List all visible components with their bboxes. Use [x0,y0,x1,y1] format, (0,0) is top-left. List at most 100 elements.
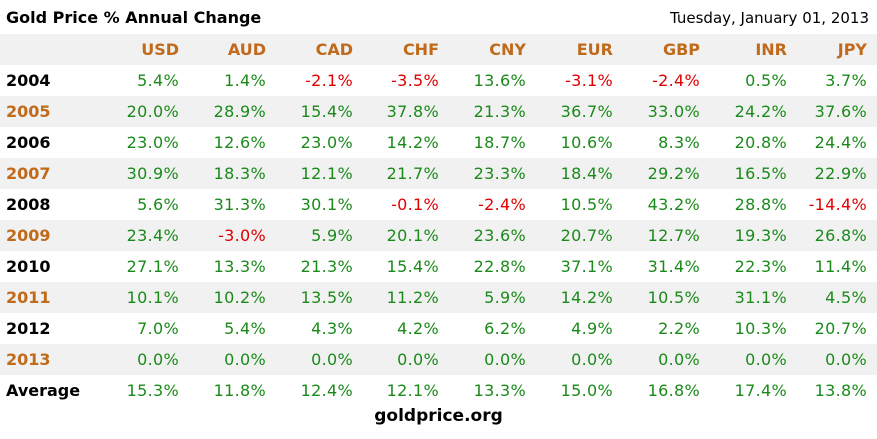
table-row: 2006 23.0% 12.6% 23.0% 14.2% 18.7% 10.6% 8.3% 20… [0,127,877,158]
table-cell: 13.3% [473,381,526,400]
table-cell: 24.4% [814,133,867,152]
table-cell: 13.6% [473,71,526,90]
table-cell: 31.4% [647,257,700,276]
table-cell: 10.1% [126,288,179,307]
table-cell: 21.7% [386,164,439,183]
table-cell: 22.8% [473,257,526,276]
table-cell: 23.6% [473,226,526,245]
table-cell: 20.8% [734,133,787,152]
column-header-eur: EUR [576,40,613,59]
table-cell: 7.0% [137,319,179,338]
table-row: 2004 5.4% 1.4% -2.1% -3.5% 13.6% -3.1% -2.4% 0.5… [0,65,877,96]
table-cell: 10.5% [647,288,700,307]
table-row: 2013 0.0% 0.0% 0.0% 0.0% 0.0% 0.0% 0.0% 0.0% 0.0% [0,344,877,375]
table-cell: 10.2% [213,288,266,307]
table-cell: 4.5% [825,288,867,307]
table-cell: 19.3% [734,226,787,245]
table-cell: 18.4% [560,164,613,183]
row-label: 2007 [6,164,51,183]
table-cell: 16.5% [734,164,787,183]
table-cell: 29.2% [647,164,700,183]
row-label: 2009 [6,226,51,245]
row-label: 2012 [6,319,51,338]
table-cell: 23.4% [126,226,179,245]
row-label: 2013 [6,350,51,369]
table-cell: 37.6% [814,102,867,121]
table-cell: 36.7% [560,102,613,121]
table-cell: 0.0% [571,350,613,369]
table-cell: -14.4% [808,195,867,214]
table-cell: 0.0% [311,350,353,369]
row-label: 2011 [6,288,51,307]
table-cell: -2.1% [305,71,353,90]
table-title: Gold Price % Annual Change [6,8,262,27]
header-bar: Gold Price % Annual Change Tuesday, Janu… [0,0,877,34]
table-cell: 10.3% [734,319,787,338]
table-cell: 30.1% [300,195,353,214]
table-cell: 12.7% [647,226,700,245]
table-cell: 16.8% [647,381,700,400]
column-header-aud: AUD [227,40,266,59]
row-label: 2010 [6,257,51,276]
table-cell: 12.4% [300,381,353,400]
table-cell: -3.5% [391,71,439,90]
column-header-gbp: GBP [662,40,700,59]
table-cell: 0.5% [745,71,787,90]
table-cell: 12.1% [300,164,353,183]
average-row: Average 15.3% 11.8% 12.4% 12.1% 13.3% 15.0% 16.… [0,375,877,406]
row-label: 2005 [6,102,51,121]
table-cell: 27.1% [126,257,179,276]
table-row: 2012 7.0% 5.4% 4.3% 4.2% 6.2% 4.9% 2.2% 10.3% 20.… [0,313,877,344]
row-label: 2004 [6,71,51,90]
table-cell: 14.2% [560,288,613,307]
table-cell: 21.3% [473,102,526,121]
row-label: 2008 [6,195,51,214]
table-cell: 10.5% [560,195,613,214]
table-cell: 3.7% [825,71,867,90]
table-cell: 2.2% [658,319,700,338]
table-cell: 15.4% [300,102,353,121]
table-cell: 26.8% [814,226,867,245]
table-cell: 6.2% [484,319,526,338]
table-cell: 15.0% [560,381,613,400]
table-cell: 18.3% [213,164,266,183]
table-cell: 8.3% [658,133,700,152]
table-row: 2009 23.4% -3.0% 5.9% 20.1% 23.6% 20.7% 12.7% 19… [0,220,877,251]
table-cell: 22.9% [814,164,867,183]
table-cell: 17.4% [734,381,787,400]
table-cell: 14.2% [386,133,439,152]
table-cell: 0.0% [825,350,867,369]
table-cell: 37.8% [386,102,439,121]
table-cell: 28.8% [734,195,787,214]
table-cell: 20.7% [814,319,867,338]
table-cell: 20.7% [560,226,613,245]
date-label: Tuesday, January 01, 2013 [670,9,869,27]
table-cell: 4.3% [311,319,353,338]
table-cell: 30.9% [126,164,179,183]
column-header-jpy: JPY [837,40,867,59]
table-row: 2008 5.6% 31.3% 30.1% -0.1% -2.4% 10.5% 43.2% 28… [0,189,877,220]
table-cell: 11.4% [814,257,867,276]
table-cell: 23.0% [126,133,179,152]
table-cell: 37.1% [560,257,613,276]
table-cell: 13.5% [300,288,353,307]
table-cell: 33.0% [647,102,700,121]
table-cell: 22.3% [734,257,787,276]
table-cell: 5.4% [224,319,266,338]
source-label: goldprice.org [374,406,503,426]
table-cell: 23.3% [473,164,526,183]
corner-cell [0,34,100,65]
table-cell: 4.2% [397,319,439,338]
table-cell: 1.4% [224,71,266,90]
row-label: 2006 [6,133,51,152]
table-cell: 0.0% [658,350,700,369]
table-cell: 0.0% [224,350,266,369]
table-cell: 5.4% [137,71,179,90]
table-cell: 15.3% [126,381,179,400]
table-cell: 43.2% [647,195,700,214]
table-cell: -2.4% [652,71,700,90]
table-cell: 12.1% [386,381,439,400]
table-cell: 10.6% [560,133,613,152]
table-row: 2007 30.9% 18.3% 12.1% 21.7% 23.3% 18.4% 29.2% 1… [0,158,877,189]
table-cell: 5.9% [311,226,353,245]
